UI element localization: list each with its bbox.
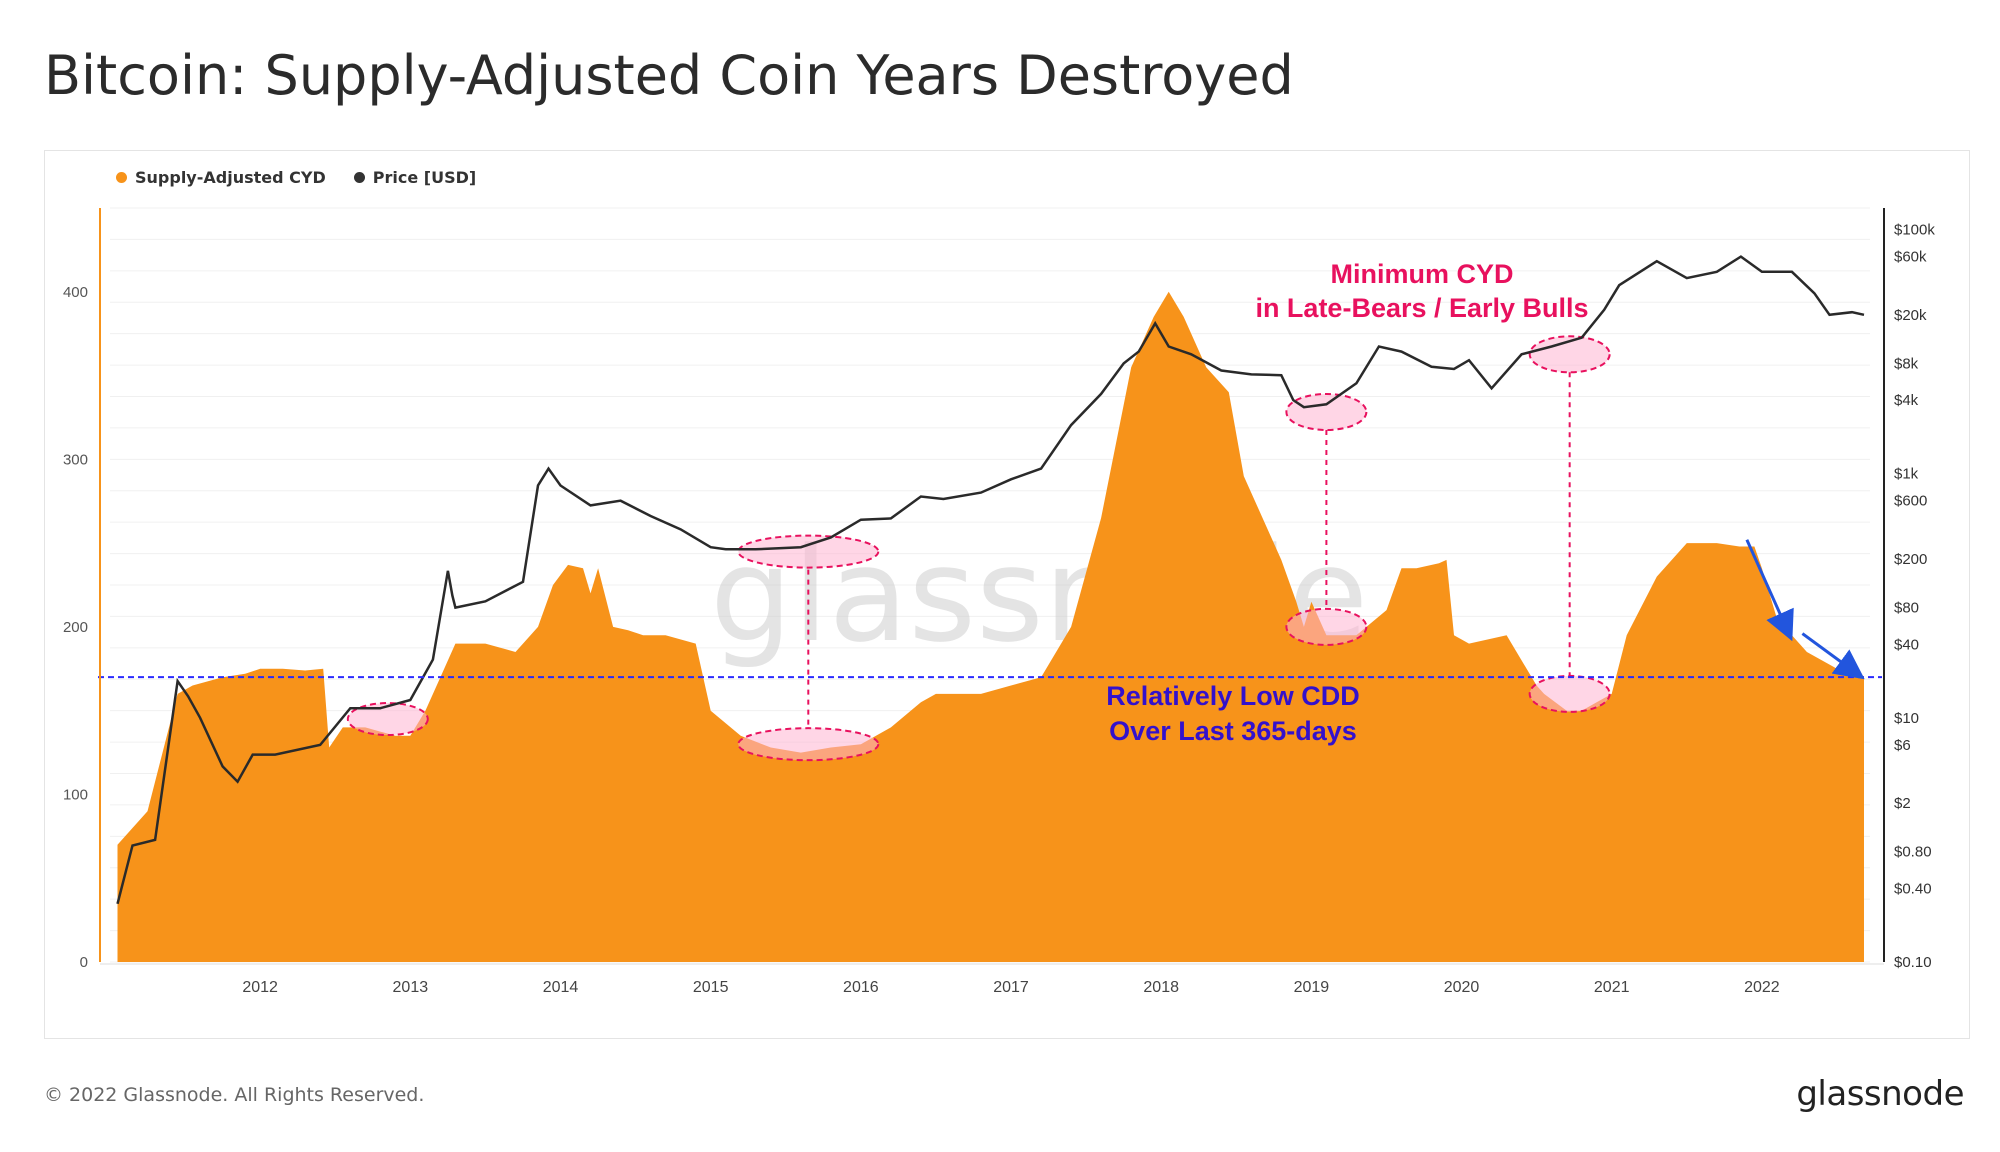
y-right-tick-label: $40: [1894, 636, 1919, 653]
y-right-tick-label: $0.40: [1894, 880, 1932, 897]
legend-label-cyd: Supply-Adjusted CYD: [135, 168, 326, 187]
annotation-min-cyd-2: in Late-Bears / Early Bulls: [1255, 293, 1588, 323]
y-right-tick-label: $1k: [1894, 466, 1919, 483]
x-tick-label: 2022: [1744, 979, 1780, 996]
axes: [99, 208, 1885, 965]
legend-item-price[interactable]: Price [USD]: [353, 168, 477, 187]
annotation-low-cdd-1: Relatively Low CDD: [1106, 681, 1360, 711]
y-axis-right-labels: $0.10 $0.40 $0.80 $2 $6 $10 $40 $80 $200 $600 $1k $…: [1894, 221, 1935, 971]
y-right-tick-label: $60k: [1894, 249, 1927, 266]
highlight-ellipse: [737, 727, 880, 762]
y-right-tick-label: $2: [1894, 795, 1911, 812]
y-right-tick-label: $0.80: [1894, 844, 1932, 861]
y-left-tick-label: 100: [63, 786, 88, 803]
arrow-down-2: [1801, 632, 1865, 680]
x-tick-label: 2019: [1294, 979, 1330, 996]
x-axis-labels: 2012 2013 2014 2015 2016 2017 2018 2019 2020 2021…: [242, 979, 1779, 996]
y-right-tick-label: $0.10: [1894, 954, 1932, 971]
legend-item-cyd[interactable]: Supply-Adjusted CYD: [116, 168, 326, 187]
y-right-tick-label: $200: [1894, 551, 1927, 568]
legend-label-price: Price [USD]: [372, 168, 477, 187]
x-tick-label: 2021: [1594, 979, 1630, 996]
y-left-tick-label: 300: [63, 451, 88, 468]
cyd-area-series: [117, 291, 1864, 962]
y-left-tick-label: 200: [63, 619, 88, 636]
trend-arrows: [1745, 539, 1865, 680]
arrow-down-1: [1745, 539, 1794, 642]
x-tick-label: 2020: [1444, 979, 1480, 996]
y-right-tick-label: $600: [1894, 493, 1927, 510]
footer-logo[interactable]: glassnode: [1796, 1074, 1964, 1114]
highlight-ellipse: [346, 702, 429, 737]
y-left-tick-label: 0: [80, 954, 88, 971]
chart-title: Bitcoin: Supply-Adjusted Coin Years Dest…: [44, 44, 1294, 107]
y-right-tick-label: $20k: [1894, 307, 1927, 324]
legend: Supply-Adjusted CYD Price [USD]: [116, 168, 476, 187]
y-axis-left-labels: 0 100 200 300 400: [63, 284, 88, 971]
x-tick-label: 2012: [242, 979, 278, 996]
highlight-ellipse: [1528, 674, 1611, 713]
annotation-low-cdd-2: Over Last 365-days: [1109, 716, 1357, 746]
highlight-ellipse: [1285, 607, 1368, 646]
x-tick-label: 2014: [543, 979, 579, 996]
y-left-tick-label: 400: [63, 284, 88, 301]
highlight-ellipse: [1528, 335, 1611, 374]
x-tick-label: 2018: [1143, 979, 1179, 996]
y-right-tick-label: $80: [1894, 600, 1919, 617]
highlight-ellipses: [346, 335, 1611, 762]
legend-dot-price: [353, 172, 365, 183]
x-tick-label: 2017: [993, 979, 1029, 996]
x-tick-label: 2013: [393, 979, 429, 996]
y-right-tick-label: $6: [1894, 737, 1911, 754]
legend-dot-cyd: [116, 172, 127, 183]
y-right-tick-label: $4k: [1894, 392, 1919, 409]
y-right-tick-label: $8k: [1894, 355, 1919, 372]
y-right-tick-label: $100k: [1894, 221, 1935, 238]
highlight-ellipse: [1285, 392, 1368, 431]
price-line-series: [116, 255, 1865, 905]
annotation-min-cyd-1: Minimum CYD: [1330, 259, 1513, 289]
x-tick-label: 2015: [693, 979, 729, 996]
x-tick-label: 2016: [843, 979, 879, 996]
footer-copyright: © 2022 Glassnode. All Rights Reserved.: [44, 1084, 425, 1106]
highlight-ellipse: [737, 534, 880, 569]
y-right-tick-label: $10: [1894, 710, 1919, 727]
